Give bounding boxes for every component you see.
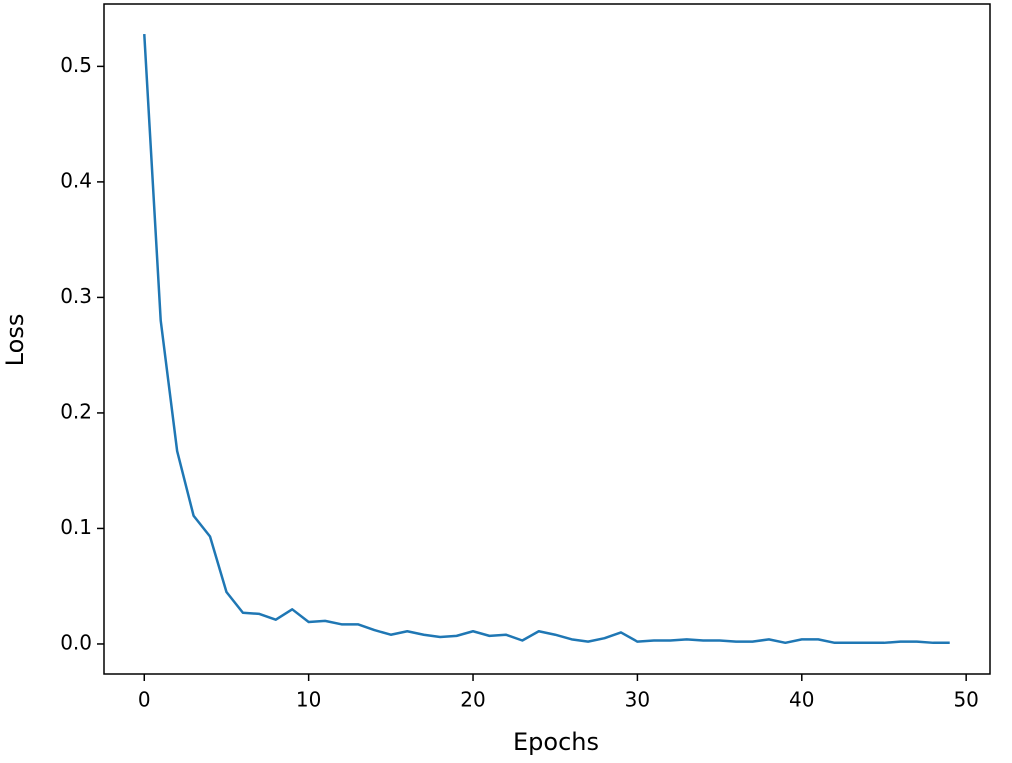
x-tick-label: 40 (789, 688, 814, 712)
x-axis-title: Epochs (513, 728, 599, 756)
y-tick-label: 0.3 (60, 284, 92, 308)
line (143, 33, 950, 645)
x-tick-label: 30 (625, 688, 650, 712)
x-tick-label: 20 (460, 688, 485, 712)
y-tick-label: 0.5 (60, 53, 92, 77)
y-tick-label: 0.0 (60, 630, 92, 654)
plot-frame (103, 3, 991, 675)
x-tick-label: 10 (296, 688, 321, 712)
y-axis-title: Loss (1, 314, 29, 367)
x-tick-label: 50 (953, 688, 978, 712)
y-tick-label: 0.2 (60, 399, 92, 423)
y-tick-label: 0.1 (60, 515, 92, 539)
y-tick-label: 0.4 (60, 168, 92, 192)
x-tick-label: 0 (138, 688, 151, 712)
